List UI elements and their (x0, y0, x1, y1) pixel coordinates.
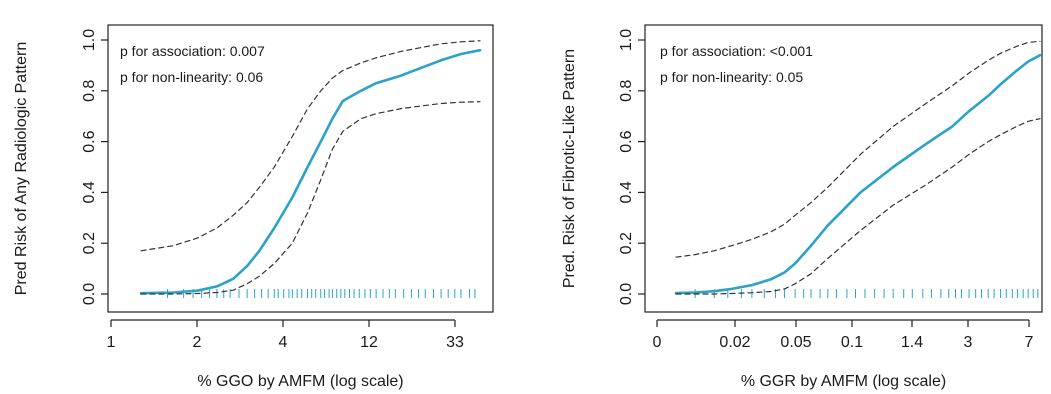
x-tick-label: 0.02 (719, 334, 750, 351)
y-tick-label: 0.4 (81, 181, 98, 203)
y-tick-label: 0.2 (81, 232, 98, 254)
y-tick-label: 1.0 (81, 29, 98, 51)
x-tick-label: 2 (193, 334, 202, 351)
x-tick-label: 4 (279, 334, 288, 351)
x-axis-title: % GGO by AMFM (log scale) (197, 373, 403, 390)
annotation-text: p for non-linearity: 0.05 (660, 69, 803, 85)
y-tick-label: 0.0 (618, 283, 635, 305)
x-tick-label: 1 (107, 334, 116, 351)
x-tick-label: 0 (653, 334, 662, 351)
chart-right: 0.0 0.2 0.4 0.6 0.8 1.0 0 0.02 0.05 0.1 1.4 3 7 % GGR… (561, 24, 1043, 390)
plot-frame (107, 24, 494, 313)
fitted-curve (139, 48, 482, 295)
y-tick-label: 0.6 (81, 130, 98, 152)
x-tick-label: 1.4 (901, 334, 923, 351)
y-tick-label: 1.0 (618, 29, 635, 51)
x-tick-label: 0.1 (841, 334, 863, 351)
y-tick-label: 0.0 (81, 283, 98, 305)
y-axis-title: Pred Risk of Any Radiologic Pattern (13, 42, 30, 295)
y-axis-title: Pred. Risk of Fibrotic-Like Pattern (561, 49, 578, 288)
lower-ci-curve (675, 118, 1041, 295)
x-tick-label: 7 (1025, 334, 1034, 351)
annotation-text: p for non-linearity: 0.06 (120, 69, 263, 85)
y-tick-label: 0.6 (618, 130, 635, 152)
x-tick-label: 12 (360, 334, 378, 351)
fitted-curve (674, 53, 1042, 295)
upper-ci-curve (675, 40, 1041, 258)
y-tick-label: 0.8 (618, 80, 635, 102)
upper-ci-curve (140, 40, 481, 252)
annotation-text: p for association: <0.001 (660, 43, 813, 59)
lower-ci-curve (140, 101, 481, 295)
annotation-text: p for association: 0.007 (120, 43, 265, 59)
plot-frame (644, 24, 1043, 313)
x-tick-label: 3 (964, 334, 973, 351)
x-axis-title: % GGR by AMFM (log scale) (741, 373, 946, 390)
x-tick-label: 33 (446, 334, 464, 351)
y-tick-label: 0.4 (618, 181, 635, 203)
x-tick-label: 0.05 (780, 334, 811, 351)
chart-left: 0.00.20.40.60.81.01 2 4 12 33% GGO by AMFM (… (13, 24, 494, 390)
y-tick-label: 0.8 (81, 80, 98, 102)
y-tick-label: 0.2 (618, 232, 635, 254)
